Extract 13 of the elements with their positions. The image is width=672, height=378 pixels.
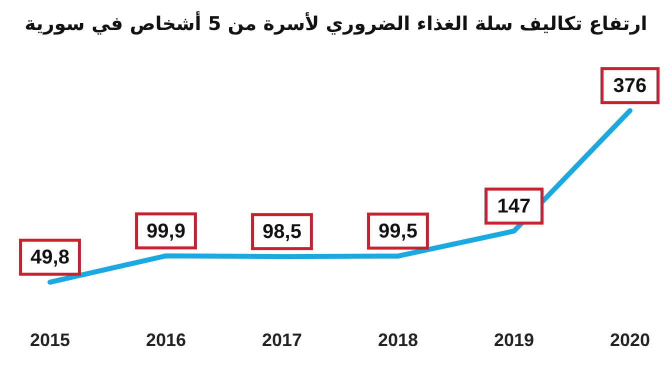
x-tick-label: 2015	[30, 330, 70, 350]
data-label: 98,5	[262, 221, 302, 244]
data-label: 99,5	[378, 220, 418, 243]
data-label: 99,9	[146, 220, 186, 242]
data-label: 49,8	[30, 246, 70, 269]
x-tick-label: 2018	[378, 330, 418, 350]
x-tick-label: 2016	[146, 330, 186, 350]
x-tick-label: 2017	[262, 330, 302, 350]
data-label: 147	[497, 196, 531, 218]
chart-title: ارتفاع تكاليف سلة الغذاء الضروري لأسرة من 5 أشخاص في سورية	[24, 10, 648, 37]
x-tick-label: 2020	[610, 330, 650, 350]
x-tick-label: 2019	[494, 330, 534, 350]
data-label: 376	[613, 75, 647, 98]
